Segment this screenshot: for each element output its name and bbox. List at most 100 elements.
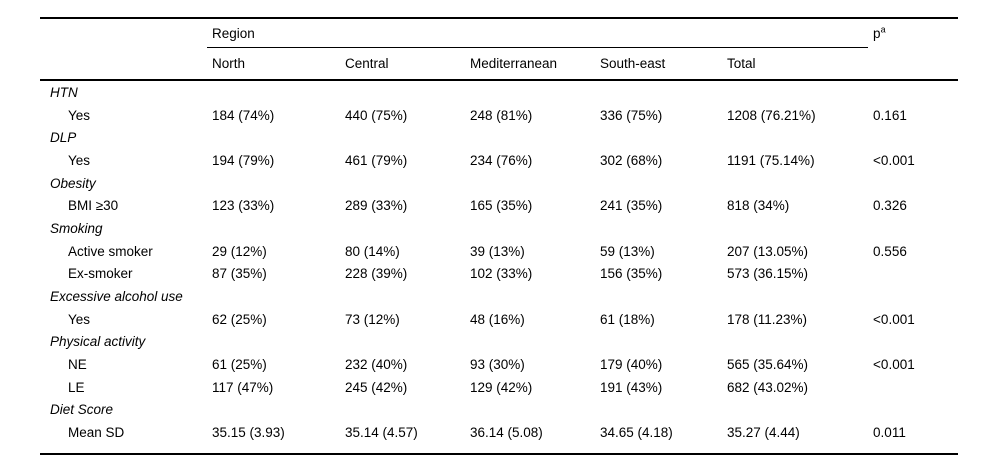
group-row: Physical activity <box>40 331 958 354</box>
data-row: LE 117 (47%) 245 (42%) 129 (42%) 191 (43%) 68… <box>40 376 958 399</box>
p-column-header: pa <box>868 18 958 48</box>
value-cell: 36.14 (5.08) <box>470 425 543 441</box>
value-cell: 194 (79%) <box>212 152 275 168</box>
value-cell <box>722 331 868 354</box>
group-row-label: Excessive alcohol use <box>50 289 183 305</box>
data-row: Mean SD 35.15 (3.93) 35.14 (4.57) 36.14 (5.… <box>40 421 958 454</box>
data-row-label: Active smoker <box>68 243 153 259</box>
group-row: Smoking <box>40 217 958 240</box>
data-row-label: Mean SD <box>68 425 125 441</box>
value-cell <box>722 285 868 308</box>
p-value-cell <box>868 285 958 308</box>
data-row-label: Ex-smoker <box>68 266 133 282</box>
value-cell: 336 (75%) <box>600 107 663 123</box>
column-header-total: Total <box>722 47 869 81</box>
region-spanner-row: Region pa <box>40 18 958 48</box>
value-cell: 129 (42%) <box>470 379 533 395</box>
group-row-label: Smoking <box>50 220 103 236</box>
value-cell <box>465 331 595 354</box>
value-cell <box>465 285 595 308</box>
value-cell: 35.15 (3.93) <box>212 425 285 441</box>
p-value-cell: <0.001 <box>873 152 915 168</box>
p-value-cell <box>868 80 958 104</box>
value-cell: 234 (76%) <box>470 152 533 168</box>
column-header-north: North <box>207 47 340 81</box>
data-row-label: BMI ≥30 <box>68 198 119 214</box>
group-row: DLP <box>40 126 958 149</box>
value-cell: 48 (16%) <box>470 311 525 327</box>
value-cell <box>340 331 465 354</box>
value-cell: 1191 (75.14%) <box>727 152 815 168</box>
value-cell: 61 (18%) <box>600 311 655 327</box>
value-cell: 80 (14%) <box>345 243 400 259</box>
p-header-label: p <box>873 25 881 41</box>
value-cell <box>595 80 722 104</box>
p-value-cell: 0.326 <box>873 198 907 214</box>
value-cell: 302 (68%) <box>600 152 663 168</box>
value-cell <box>340 126 465 149</box>
column-header-south-east: South-east <box>595 47 722 81</box>
value-cell: 179 (40%) <box>600 357 663 373</box>
value-cell <box>465 172 595 195</box>
value-cell: 156 (35%) <box>600 266 663 282</box>
column-header-row: North Central Mediterranean South-east T… <box>40 47 959 81</box>
value-cell: 123 (33%) <box>212 198 275 214</box>
group-row-label: HTN <box>50 84 78 100</box>
value-cell <box>340 80 465 104</box>
value-cell: 1208 (76.21%) <box>727 107 816 123</box>
value-cell <box>595 285 722 308</box>
empty-header-cell <box>868 47 959 81</box>
group-row: HTN <box>40 80 958 104</box>
data-row-label: Yes <box>68 311 91 327</box>
value-cell: 59 (13%) <box>600 243 655 259</box>
region-stats-table: Region pa North Central Mediterranean So… <box>40 17 959 455</box>
p-value-cell: <0.001 <box>873 311 915 327</box>
p-value-cell: <0.001 <box>873 357 915 373</box>
group-row-label: Obesity <box>50 175 96 191</box>
value-cell: 93 (30%) <box>470 357 525 373</box>
value-cell <box>207 126 340 149</box>
p-value-cell: 0.011 <box>873 425 906 441</box>
value-cell: 62 (25%) <box>212 311 267 327</box>
p-value-cell <box>868 263 958 286</box>
value-cell <box>722 172 868 195</box>
value-cell <box>207 80 340 104</box>
value-cell: 39 (13%) <box>470 243 525 259</box>
p-value-cell <box>868 126 958 149</box>
value-cell: 35.27 (4.44) <box>727 425 800 441</box>
column-header-mediterranean: Mediterranean <box>465 47 595 81</box>
value-cell <box>722 217 868 240</box>
value-cell <box>465 399 595 422</box>
value-cell <box>207 217 340 240</box>
value-cell: 34.65 (4.18) <box>600 425 673 441</box>
value-cell <box>595 331 722 354</box>
value-cell: 165 (35%) <box>470 198 533 214</box>
p-header-superscript: a <box>880 24 886 35</box>
value-cell <box>465 80 595 104</box>
group-row: Diet Score <box>40 399 958 422</box>
value-cell: 117 (47%) <box>212 379 274 395</box>
value-cell: 29 (12%) <box>212 243 267 259</box>
table-body: HTN Yes 184 (74%) 440 (75%) 248 (81%) 336 (75… <box>40 80 958 454</box>
value-cell <box>595 399 722 422</box>
value-cell <box>340 217 465 240</box>
value-cell: 241 (35%) <box>600 198 663 214</box>
value-cell <box>595 172 722 195</box>
value-cell <box>340 285 465 308</box>
data-row: Active smoker 29 (12%) 80 (14%) 39 (13%) 59 … <box>40 240 958 263</box>
value-cell: 248 (81%) <box>470 107 533 123</box>
value-cell <box>595 217 722 240</box>
value-cell <box>207 285 340 308</box>
data-row-label: Yes <box>68 152 91 168</box>
data-row: Yes 194 (79%) 461 (79%) 234 (76%) 302 (68%) 1… <box>40 149 958 172</box>
value-cell: 440 (75%) <box>345 107 408 123</box>
value-cell: 73 (12%) <box>345 311 400 327</box>
p-value-cell <box>868 376 958 399</box>
empty-header-cell <box>40 47 207 81</box>
region-spanner-header: Region <box>207 18 869 48</box>
group-row: Excessive alcohol use <box>40 285 958 308</box>
value-cell: 573 (36.15%) <box>727 266 809 282</box>
value-cell: 565 (35.64%) <box>727 357 809 373</box>
data-row: NE 61 (25%) 232 (40%) 93 (30%) 179 (40%) 565 … <box>40 353 958 376</box>
